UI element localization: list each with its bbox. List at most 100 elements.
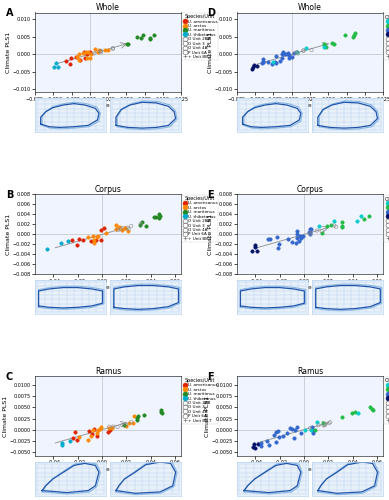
Point xyxy=(361,216,367,224)
Legend: U. americanus, U. arctos, U. maritimus, U. thibetanus, O Unit 2BB, O Unit 3, O U: U. americanus, U. arctos, U. maritimus, … xyxy=(182,13,218,60)
Point xyxy=(307,230,313,238)
Point xyxy=(72,428,79,436)
Point xyxy=(258,442,265,450)
Point xyxy=(75,56,82,64)
Point xyxy=(128,222,134,230)
Point xyxy=(250,443,256,451)
Point xyxy=(75,235,82,243)
Point xyxy=(265,58,271,66)
Point xyxy=(63,58,69,66)
Point xyxy=(110,422,116,430)
Point xyxy=(251,61,257,69)
Point xyxy=(260,58,266,66)
Point xyxy=(58,239,64,247)
Point xyxy=(284,429,291,437)
Point xyxy=(310,428,316,436)
Point xyxy=(273,438,279,446)
Point xyxy=(280,432,287,440)
Point xyxy=(51,63,57,71)
Point xyxy=(96,46,102,54)
Point xyxy=(333,222,339,230)
Point xyxy=(273,428,279,436)
Point xyxy=(134,33,140,41)
Point xyxy=(122,224,128,232)
Point xyxy=(321,422,327,430)
Point xyxy=(270,58,276,66)
Point xyxy=(86,54,93,62)
Point xyxy=(65,238,71,246)
Point xyxy=(158,406,164,414)
Point xyxy=(97,425,103,433)
Point xyxy=(293,234,300,242)
Point xyxy=(284,50,290,58)
Point xyxy=(77,56,83,64)
Point xyxy=(294,48,300,56)
Point xyxy=(82,54,88,62)
Point xyxy=(59,439,65,447)
Point xyxy=(276,240,282,248)
Point xyxy=(267,234,273,242)
Title: Whole: Whole xyxy=(96,2,120,12)
Point xyxy=(125,225,131,233)
Point xyxy=(125,228,131,235)
Point xyxy=(130,412,137,420)
Point xyxy=(338,222,345,230)
Point xyxy=(84,436,91,444)
Point xyxy=(115,226,121,234)
Point xyxy=(117,225,124,233)
Point xyxy=(329,38,335,46)
Point xyxy=(119,226,126,234)
Point xyxy=(156,210,162,218)
Point xyxy=(98,47,104,55)
Point xyxy=(146,34,152,42)
Point xyxy=(260,55,266,63)
Point xyxy=(84,54,90,62)
Point xyxy=(294,227,300,235)
Point xyxy=(300,232,306,239)
Point xyxy=(124,40,130,48)
Point xyxy=(321,40,327,48)
Point xyxy=(76,432,82,440)
Point xyxy=(89,426,96,434)
Point xyxy=(314,418,321,426)
Point xyxy=(308,46,315,54)
Point xyxy=(123,422,129,430)
Point xyxy=(114,423,121,431)
X-axis label: Shape PLS1: Shape PLS1 xyxy=(292,103,328,108)
Point xyxy=(106,424,112,432)
Point xyxy=(307,230,314,238)
Point xyxy=(101,224,107,232)
Point xyxy=(97,48,103,56)
Point xyxy=(370,406,377,413)
Point xyxy=(301,46,307,54)
Point xyxy=(264,436,270,444)
Point xyxy=(110,45,116,53)
X-axis label: Shape PLS1: Shape PLS1 xyxy=(292,285,328,290)
Point xyxy=(125,420,131,428)
Point xyxy=(95,48,101,56)
Point xyxy=(303,44,309,52)
Title: Corpus: Corpus xyxy=(296,184,324,194)
Point xyxy=(135,412,141,420)
Point xyxy=(74,53,80,61)
Point xyxy=(307,424,313,432)
Point xyxy=(68,54,74,62)
Point xyxy=(342,32,348,40)
Point xyxy=(98,226,104,234)
Point xyxy=(272,58,278,66)
Point xyxy=(273,58,280,66)
Point xyxy=(91,50,98,58)
Point xyxy=(312,426,318,434)
Y-axis label: Climate PLS1: Climate PLS1 xyxy=(208,32,213,73)
Point xyxy=(285,50,291,58)
X-axis label: Shape PLS1: Shape PLS1 xyxy=(90,285,126,290)
Point xyxy=(110,44,116,52)
Point xyxy=(302,426,308,434)
Point xyxy=(107,426,113,434)
Point xyxy=(293,239,299,247)
Point xyxy=(284,235,291,243)
Point xyxy=(279,50,285,58)
Point xyxy=(266,440,273,448)
Point xyxy=(156,212,163,220)
Point xyxy=(280,48,287,56)
